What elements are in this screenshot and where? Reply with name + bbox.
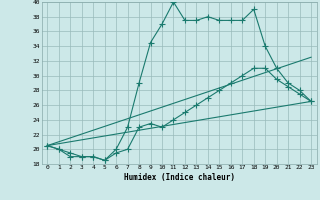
- X-axis label: Humidex (Indice chaleur): Humidex (Indice chaleur): [124, 173, 235, 182]
